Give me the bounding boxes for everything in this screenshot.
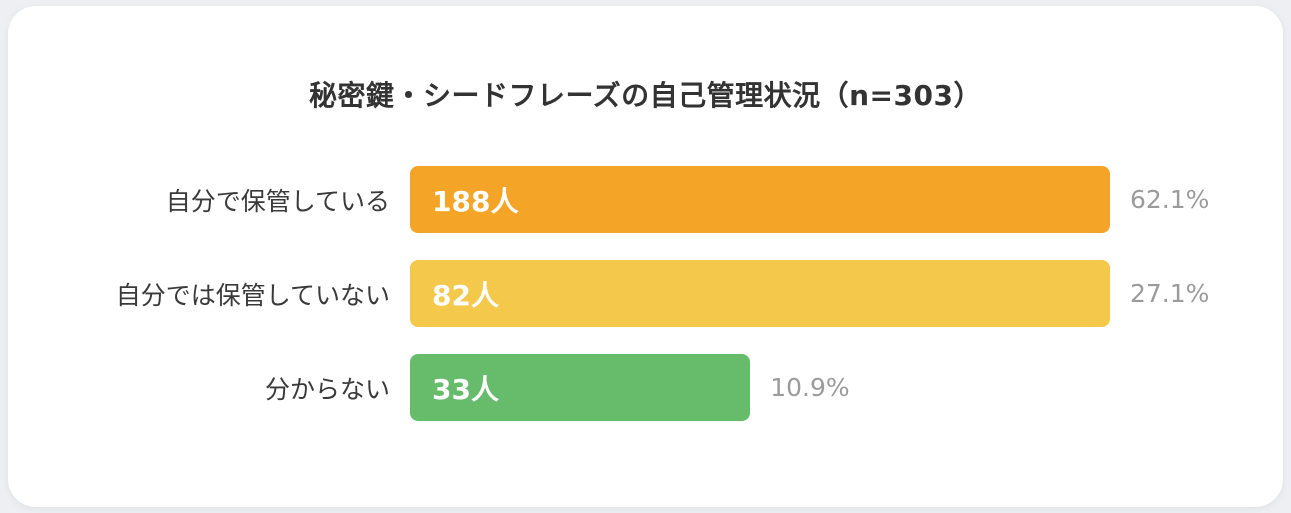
bar-value-label: 82人: [432, 278, 499, 312]
category-label: 自分で保管している: [165, 186, 390, 216]
percent-label: 62.1%: [1130, 185, 1210, 214]
bar-track: 188人 62.1%: [410, 166, 1209, 233]
category-label: 分からない: [264, 374, 390, 404]
bar-row-not-self-managed: 自分では保管していない 82人 27.1%: [8, 260, 1283, 327]
percent-label: 10.9%: [770, 373, 850, 402]
bar-chart: 自分で保管している 188人 62.1% 自分では保管していない 82人 27.…: [8, 166, 1283, 421]
chart-title: 秘密鍵・シードフレーズの自己管理状況（n=303）: [309, 79, 982, 112]
bar-value-label: 188人: [432, 184, 519, 218]
percent-label: 27.1%: [1130, 279, 1210, 308]
bar: 82人: [410, 260, 1110, 327]
bar-value-label: 33人: [432, 372, 499, 406]
bar-row-dont-know: 分からない 33人 10.9%: [8, 354, 1283, 421]
category-label: 自分では保管していない: [115, 280, 390, 310]
bar-row-self-managed: 自分で保管している 188人 62.1%: [8, 166, 1283, 233]
bar: 33人: [410, 354, 751, 421]
bar-track: 82人 27.1%: [410, 260, 1209, 327]
bar: 188人: [410, 166, 1110, 233]
bar-track: 33人 10.9%: [410, 354, 1110, 421]
chart-card: 秘密鍵・シードフレーズの自己管理状況（n=303） 自分で保管している 188人…: [8, 6, 1283, 507]
